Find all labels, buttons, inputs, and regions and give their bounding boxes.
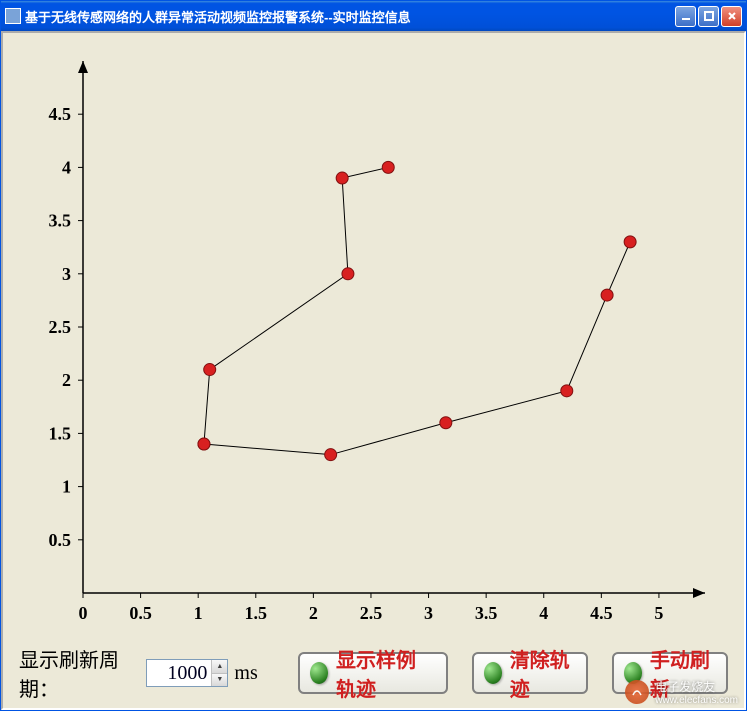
trajectory-chart: 0 0.5 1 1.5 2 2.5 3 3.5 4 4.5 5 0.5 1 1.5 2 2.5 3 3.5 4 4.5	[29, 53, 723, 641]
svg-text:4: 4	[539, 603, 548, 623]
svg-text:2: 2	[62, 370, 71, 390]
refresh-period-spinner[interactable]: ▲ ▼	[146, 659, 228, 687]
watermark-text: 电子发烧友	[655, 678, 738, 695]
spin-up-button[interactable]: ▲	[212, 660, 227, 674]
svg-text:4.5: 4.5	[49, 104, 72, 124]
app-icon	[5, 8, 21, 24]
svg-text:3.5: 3.5	[475, 603, 498, 623]
svg-text:3: 3	[62, 264, 71, 284]
refresh-period-label: 显示刷新周期：	[19, 644, 136, 702]
svg-text:1.5: 1.5	[245, 603, 268, 623]
svg-text:2.5: 2.5	[49, 317, 72, 337]
sphere-icon	[484, 662, 502, 684]
svg-text:1: 1	[62, 477, 71, 497]
refresh-period-input[interactable]	[147, 660, 211, 686]
svg-text:5: 5	[654, 603, 663, 623]
svg-text:2: 2	[309, 603, 318, 623]
watermark-url: www.elecfans.com	[655, 695, 738, 706]
svg-text:1.5: 1.5	[49, 423, 72, 443]
app-window: 基于无线传感网络的人群异常活动视频监控报警系统--实时监控信息 0 0.5 1 1.5…	[0, 0, 747, 711]
spin-down-button[interactable]: ▼	[212, 674, 227, 687]
watermark-logo-icon	[625, 680, 649, 704]
clear-button[interactable]: 清除轨迹	[472, 652, 588, 694]
maximize-button[interactable]	[698, 6, 719, 27]
sphere-icon	[310, 662, 328, 684]
svg-text:0: 0	[79, 603, 88, 623]
close-button[interactable]	[721, 6, 742, 27]
svg-text:3: 3	[424, 603, 433, 623]
show-sample-button[interactable]: 显示样例轨迹	[298, 652, 448, 694]
window-title: 基于无线传感网络的人群异常活动视频监控报警系统--实时监控信息	[25, 7, 673, 26]
client-area: 0 0.5 1 1.5 2 2.5 3 3.5 4 4.5 5 0.5 1 1.5 2 2.5 3 3.5 4 4.5…	[1, 31, 746, 710]
svg-text:2.5: 2.5	[360, 603, 383, 623]
chart-area: 0 0.5 1 1.5 2 2.5 3 3.5 4 4.5 5 0.5 1 1.5 2 2.5 3 3.5 4 4.5	[29, 53, 723, 641]
svg-text:4: 4	[62, 157, 71, 177]
watermark: 电子发烧友 www.elecfans.com	[625, 678, 738, 706]
svg-text:3.5: 3.5	[49, 211, 72, 231]
clear-label: 清除轨迹	[510, 644, 576, 702]
svg-text:0.5: 0.5	[49, 530, 72, 550]
minimize-button[interactable]	[675, 6, 696, 27]
svg-text:0.5: 0.5	[129, 603, 152, 623]
show-sample-label: 显示样例轨迹	[336, 644, 436, 702]
svg-text:1: 1	[194, 603, 203, 623]
svg-text:4.5: 4.5	[590, 603, 613, 623]
titlebar[interactable]: 基于无线传感网络的人群异常活动视频监控报警系统--实时监控信息	[1, 1, 746, 31]
refresh-period-unit: ms	[234, 662, 257, 685]
